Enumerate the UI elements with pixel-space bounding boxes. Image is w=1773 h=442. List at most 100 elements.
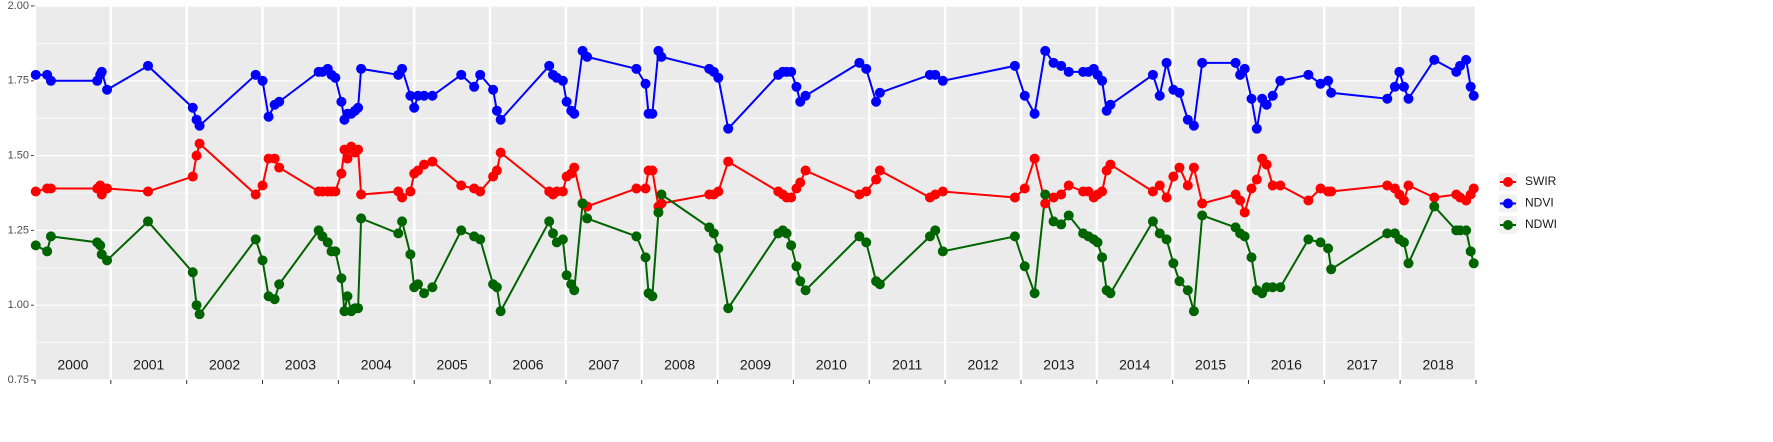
data-point bbox=[191, 150, 202, 161]
data-point bbox=[548, 228, 559, 239]
y-tick-label: 2.00 bbox=[8, 0, 29, 12]
data-point bbox=[250, 69, 261, 80]
data-point bbox=[713, 72, 724, 83]
data-point bbox=[96, 66, 107, 77]
data-point bbox=[1326, 87, 1337, 98]
data-point bbox=[1261, 99, 1272, 110]
data-point bbox=[1235, 195, 1246, 206]
data-point bbox=[30, 186, 41, 197]
data-point bbox=[1048, 216, 1059, 227]
data-point bbox=[781, 228, 792, 239]
data-point bbox=[95, 240, 106, 251]
data-point bbox=[1097, 252, 1108, 263]
data-point bbox=[353, 303, 364, 314]
data-point bbox=[102, 255, 113, 266]
data-point bbox=[1182, 180, 1193, 191]
data-point bbox=[1161, 234, 1172, 245]
data-point bbox=[1188, 162, 1199, 173]
data-point bbox=[1468, 183, 1479, 194]
data-point bbox=[1323, 243, 1334, 254]
data-point bbox=[194, 138, 205, 149]
data-point bbox=[488, 84, 499, 95]
data-point bbox=[1174, 87, 1185, 98]
data-point bbox=[640, 252, 651, 263]
data-point bbox=[1174, 276, 1185, 287]
data-point bbox=[582, 51, 593, 62]
data-point bbox=[1063, 180, 1074, 191]
data-point bbox=[330, 246, 341, 257]
data-point bbox=[419, 159, 430, 170]
data-point bbox=[1429, 201, 1440, 212]
data-point bbox=[1174, 162, 1185, 173]
data-point bbox=[405, 90, 416, 101]
data-point bbox=[1389, 81, 1400, 92]
data-point bbox=[1040, 198, 1051, 209]
data-point bbox=[640, 78, 651, 89]
data-point bbox=[336, 168, 347, 179]
data-point bbox=[1429, 54, 1440, 65]
year-label: 2006 bbox=[512, 357, 543, 373]
data-point bbox=[647, 108, 658, 119]
data-point bbox=[1230, 57, 1241, 68]
data-point bbox=[1398, 81, 1409, 92]
data-point bbox=[1323, 75, 1334, 86]
data-point bbox=[45, 231, 56, 242]
data-point bbox=[1403, 93, 1414, 104]
data-point bbox=[631, 63, 642, 74]
data-point bbox=[1197, 198, 1208, 209]
year-label: 2003 bbox=[285, 357, 316, 373]
y-tick-label: 1.00 bbox=[8, 299, 29, 311]
data-point bbox=[1246, 93, 1257, 104]
data-point bbox=[1303, 234, 1314, 245]
legend-point bbox=[1503, 198, 1513, 209]
data-point bbox=[1048, 192, 1059, 203]
data-point bbox=[1429, 192, 1440, 203]
data-point bbox=[405, 249, 416, 260]
data-point bbox=[143, 216, 154, 227]
data-point bbox=[557, 75, 568, 86]
data-point bbox=[456, 69, 467, 80]
data-point bbox=[1188, 306, 1199, 317]
data-point bbox=[1019, 261, 1030, 272]
data-point bbox=[1009, 231, 1020, 242]
year-label: 2011 bbox=[892, 357, 922, 373]
data-point bbox=[495, 306, 506, 317]
data-point bbox=[1029, 288, 1040, 299]
data-point bbox=[356, 189, 367, 200]
data-point bbox=[1029, 108, 1040, 119]
data-point bbox=[1303, 69, 1314, 80]
data-point bbox=[1382, 180, 1393, 191]
data-point bbox=[1147, 216, 1158, 227]
data-point bbox=[795, 276, 806, 287]
data-point bbox=[653, 207, 664, 218]
data-point bbox=[1382, 93, 1393, 104]
data-point bbox=[656, 51, 667, 62]
data-point bbox=[557, 234, 568, 245]
data-point bbox=[30, 69, 41, 80]
data-point bbox=[1161, 57, 1172, 68]
data-point bbox=[1040, 45, 1051, 56]
data-point bbox=[1161, 192, 1172, 203]
data-point bbox=[250, 234, 261, 245]
year-label: 2008 bbox=[664, 357, 695, 373]
data-point bbox=[577, 198, 588, 209]
data-point bbox=[723, 123, 734, 134]
data-point bbox=[1267, 90, 1278, 101]
data-point bbox=[397, 216, 408, 227]
data-point bbox=[1056, 60, 1067, 71]
data-point bbox=[656, 198, 667, 209]
data-point bbox=[544, 60, 555, 71]
data-point bbox=[795, 177, 806, 188]
data-point bbox=[1239, 207, 1250, 218]
year-label: 2013 bbox=[1043, 357, 1074, 373]
data-point bbox=[1315, 78, 1326, 89]
data-point bbox=[413, 279, 424, 290]
data-point bbox=[187, 102, 198, 113]
legend-point bbox=[1503, 220, 1513, 230]
data-point bbox=[1239, 231, 1250, 242]
data-point bbox=[800, 285, 811, 296]
year-label: 2018 bbox=[1423, 357, 1454, 373]
data-point bbox=[1048, 57, 1059, 68]
data-point bbox=[1403, 258, 1414, 269]
data-point bbox=[274, 279, 285, 290]
